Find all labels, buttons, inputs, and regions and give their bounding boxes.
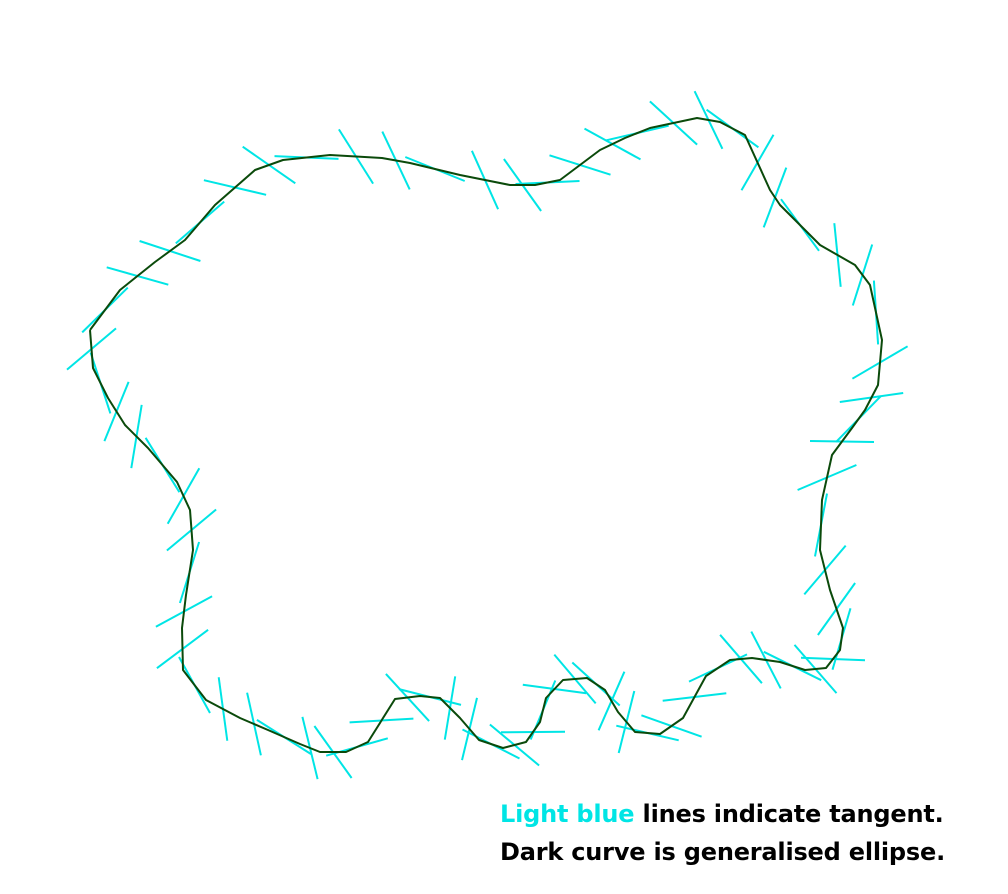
legend-highlight-light-blue: Light blue — [500, 800, 634, 828]
legend-text-tangent: lines indicate tangent. — [634, 800, 943, 828]
legend-line-tangent: Light blue lines indicate tangent. — [500, 800, 944, 828]
generalised-ellipse-curve — [90, 118, 882, 752]
tangent-lines — [67, 91, 908, 779]
legend-line-curve: Dark curve is generalised ellipse. — [500, 838, 945, 866]
